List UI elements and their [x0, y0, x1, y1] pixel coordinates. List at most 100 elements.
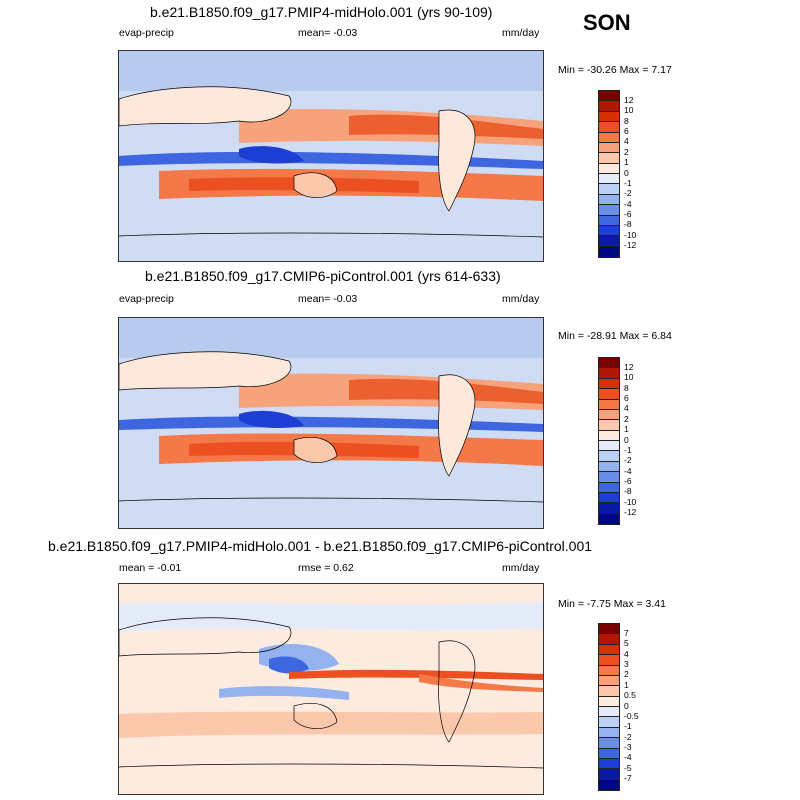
colorbar-swatch	[599, 717, 619, 728]
colorbar-swatch	[599, 665, 619, 676]
colorbar-tick-label: 3	[624, 659, 629, 669]
colorbar-swatch	[599, 675, 619, 687]
panel1-variable-label: evap-precip	[119, 27, 174, 39]
colorbar-swatch	[599, 513, 619, 524]
colorbar-tick-label: -1	[624, 444, 632, 455]
colorbar-swatch	[599, 174, 619, 185]
colorbar-swatch	[599, 779, 619, 790]
colorbar-tick-label: 5	[624, 638, 629, 649]
panel3-units-label: mm/day	[502, 562, 540, 574]
colorbar-tick-label: 7	[624, 627, 629, 638]
colorbar-tick-label: -4	[624, 465, 632, 476]
colorbar-swatch	[599, 358, 619, 369]
colorbar-tick-label: -1	[624, 177, 632, 188]
panel3-title: b.e21.B1850.f09_g17.PMIP4-midHolo.001 - …	[48, 538, 593, 554]
colorbar-swatch	[599, 142, 619, 154]
panel3-minmax: Min = -7.75 Max = 3.41	[558, 598, 666, 610]
colorbar-swatch	[599, 769, 619, 780]
colorbar-swatch	[599, 482, 619, 493]
colorbar-tick-label: -6	[624, 476, 632, 486]
colorbar-swatch	[599, 686, 619, 697]
colorbar-tick-label: 4	[624, 648, 629, 659]
colorbar-tick-label: 1	[624, 157, 629, 168]
colorbar-tick-label: -8	[624, 486, 632, 497]
colorbar-swatch	[599, 451, 619, 462]
colorbar-tick-label: -12	[624, 507, 637, 518]
colorbar-tick-label: 6	[624, 393, 629, 403]
panel1-title: b.e21.B1850.f09_g17.PMIP4-midHolo.001 (y…	[150, 4, 493, 20]
colorbar-tick-label: 8	[624, 115, 629, 126]
panel1-units-label: mm/day	[502, 27, 540, 39]
colorbar-swatch	[599, 132, 619, 143]
colorbar-swatch	[599, 655, 619, 666]
colorbar-tick-label: 0	[624, 434, 629, 445]
colorbar-swatch	[599, 441, 619, 452]
colorbar-swatch	[599, 420, 619, 431]
colorbar-tick-label: -0.5	[624, 710, 639, 721]
colorbar-swatch	[599, 378, 619, 390]
panel2-units-label: mm/day	[502, 293, 540, 305]
colorbar-tick-label: 10	[624, 372, 634, 383]
colorbar-tick-label: -7	[624, 773, 632, 784]
colorbar-tick-label: -10	[624, 496, 637, 507]
colorbar-tick-label: 12	[624, 361, 634, 372]
panel3-map	[118, 583, 544, 795]
colorbar-tick-label: 12	[624, 94, 634, 105]
colorbar-tick-label: -2	[624, 455, 632, 466]
colorbar-swatch	[599, 430, 619, 441]
colorbar-tick-label: 2	[624, 669, 629, 680]
panel1-colorbar	[598, 90, 620, 258]
panel1-mean-label: mean= -0.03	[298, 27, 358, 39]
colorbar-swatch	[599, 246, 619, 257]
panel2-map	[118, 317, 544, 529]
colorbar-tick-label: 4	[624, 403, 629, 414]
colorbar-swatch	[599, 389, 619, 400]
panel3-rmse-label: rmse = 0.62	[298, 562, 354, 574]
colorbar-swatch	[599, 727, 619, 739]
colorbar-tick-label: -6	[624, 209, 632, 219]
colorbar-tick-label: 2	[624, 146, 629, 157]
colorbar-swatch	[599, 409, 619, 421]
colorbar-swatch	[599, 91, 619, 102]
colorbar-tick-label: 1	[624, 424, 629, 435]
colorbar-tick-label: 2	[624, 413, 629, 424]
colorbar-tick-label: 0	[624, 700, 629, 711]
colorbar-tick-label: -12	[624, 240, 637, 251]
colorbar-tick-label: -1	[624, 721, 632, 732]
colorbar-tick-label: -4	[624, 752, 632, 763]
panel1-map	[118, 50, 544, 262]
colorbar-swatch	[599, 492, 619, 504]
colorbar-swatch	[599, 738, 619, 749]
colorbar-tick-label: 0	[624, 167, 629, 178]
colorbar-tick-label: 6	[624, 126, 629, 136]
colorbar-swatch	[599, 634, 619, 645]
colorbar-tick-label: 4	[624, 136, 629, 147]
colorbar-tick-label: -4	[624, 198, 632, 209]
colorbar-tick-label: -2	[624, 731, 632, 742]
colorbar-swatch	[599, 758, 619, 770]
panel3-colorbar	[598, 623, 620, 791]
panel2-colorbar	[598, 357, 620, 525]
colorbar-tick-label: -3	[624, 742, 632, 752]
colorbar-swatch	[599, 225, 619, 237]
colorbar-tick-label: -2	[624, 188, 632, 199]
colorbar-swatch	[599, 111, 619, 123]
colorbar-swatch	[599, 707, 619, 718]
colorbar-tick-label: -8	[624, 219, 632, 230]
colorbar-swatch	[599, 644, 619, 656]
colorbar-swatch	[599, 184, 619, 195]
colorbar-swatch	[599, 194, 619, 206]
colorbar-swatch	[599, 748, 619, 759]
colorbar-tick-label: 0.5	[624, 690, 636, 701]
colorbar-swatch	[599, 153, 619, 164]
panel2-title: b.e21.B1850.f09_g17.CMIP6-piControl.001 …	[145, 268, 501, 284]
colorbar-swatch	[599, 205, 619, 216]
season-label: SON	[583, 10, 631, 35]
colorbar-swatch	[599, 101, 619, 112]
colorbar-swatch	[599, 399, 619, 410]
colorbar-swatch	[599, 122, 619, 133]
panel3-mean-label: mean = -0.01	[119, 562, 182, 574]
panel2-variable-label: evap-precip	[119, 293, 174, 305]
panel2-minmax: Min = -28.91 Max = 6.84	[558, 330, 672, 342]
colorbar-tick-label: -5	[624, 762, 632, 773]
